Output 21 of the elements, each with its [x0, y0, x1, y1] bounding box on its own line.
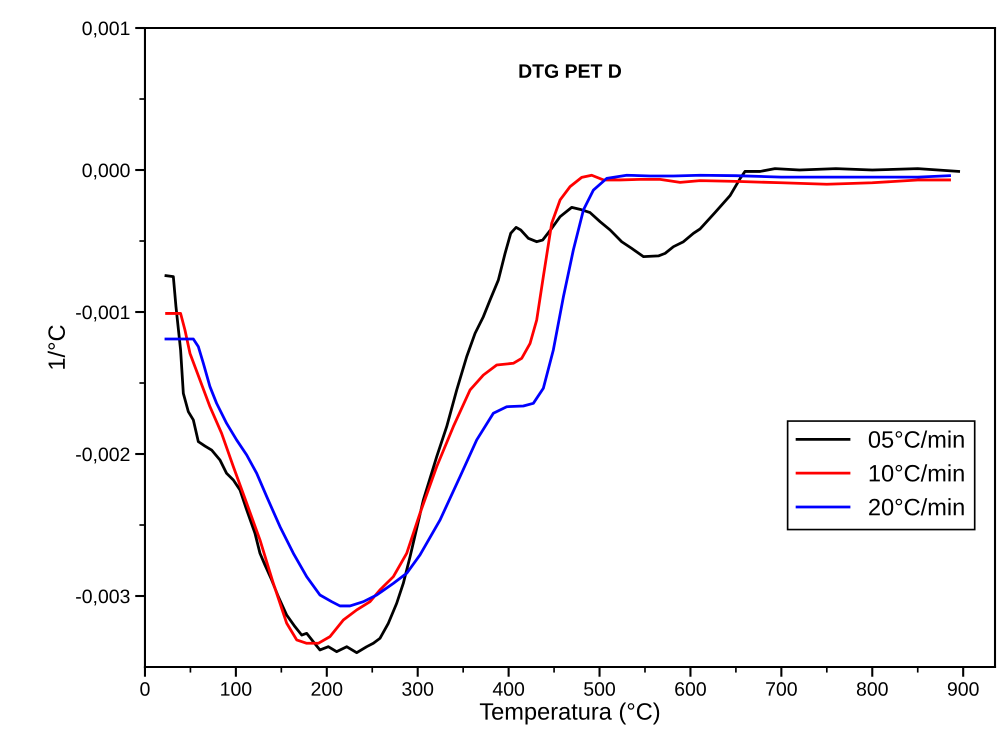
y-tick-label: -0,001 [76, 305, 130, 322]
x-tick-label: 0 [140, 682, 150, 696]
x-tick-label: 700 [766, 682, 797, 696]
x-tick-label: 200 [312, 682, 342, 696]
x-tick-label: 500 [584, 682, 615, 696]
text: DTG PET D [519, 64, 622, 78]
x-tick-label: 600 [675, 682, 706, 696]
legend-label: 05°C/min [868, 430, 964, 448]
y-tick-label: 0,000 [82, 163, 130, 180]
y-axis-title: 1/°C [48, 325, 66, 369]
x-tick-label: 800 [856, 682, 888, 696]
legend-label: 10°C/min [870, 464, 964, 482]
x-tick-label: 900 [948, 682, 979, 696]
x-tick-label: 100 [221, 682, 252, 696]
legend-label: 20°C/min [869, 498, 964, 516]
x-tick-label: 400 [492, 682, 524, 696]
x-tick-label: 300 [402, 682, 434, 696]
y-tick-label: -0,002 [76, 447, 130, 464]
y-tick-label: -0,003 [76, 589, 130, 606]
y-tick-label: 0,001 [82, 21, 130, 38]
x-axis-title: Temperatura (°C) [480, 702, 660, 725]
